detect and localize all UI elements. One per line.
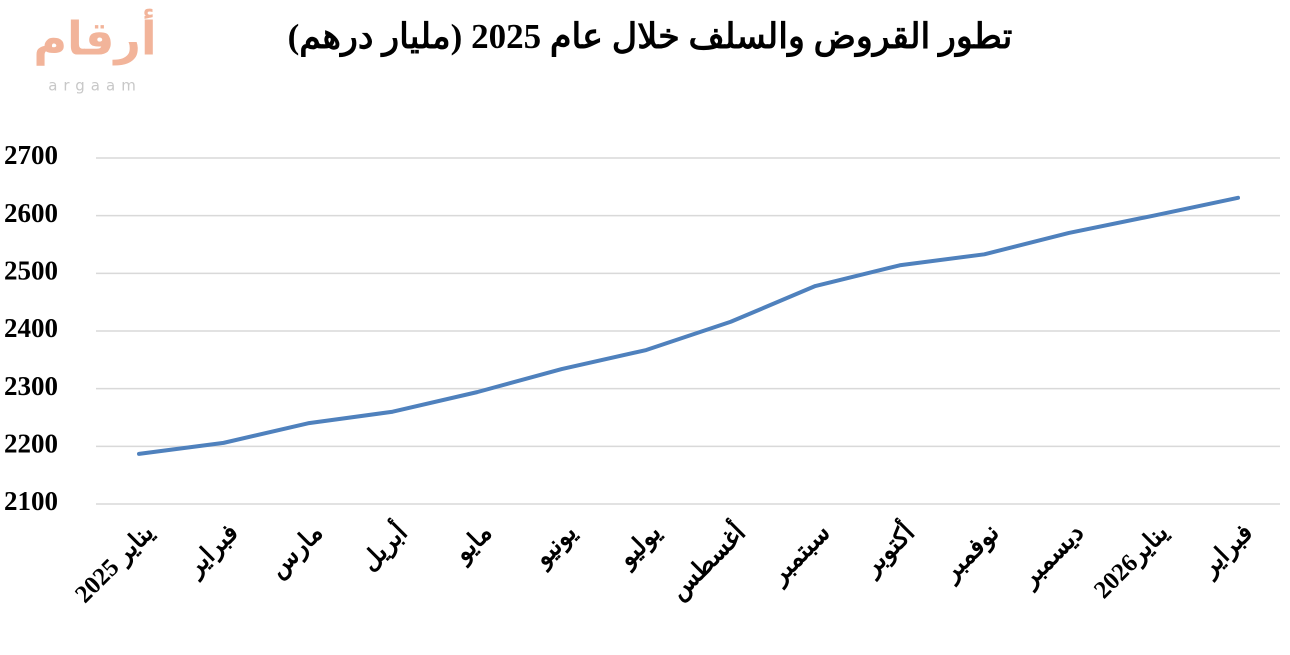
logo-latin: argaam xyxy=(48,77,142,95)
x-tick-label: يونيو xyxy=(528,519,583,574)
x-tick-label: نوفمبر xyxy=(936,519,1005,588)
x-tick-label: فبراير xyxy=(180,519,244,583)
y-tick-label: 2400 xyxy=(4,313,58,343)
y-tick-label: 2500 xyxy=(4,256,58,286)
x-tick-label: سبتمبر xyxy=(764,519,836,591)
y-tick-label: 2700 xyxy=(4,140,58,170)
x-tick-label: يناير 2025 xyxy=(70,519,160,609)
x-tick-label: ديسمبر xyxy=(1015,519,1090,594)
y-tick-label: 2200 xyxy=(4,429,58,459)
y-tick-label: 2100 xyxy=(4,486,58,516)
line xyxy=(137,195,1240,456)
x-tick-label: أبريل xyxy=(352,515,414,577)
x-tick-label: فبراير xyxy=(1195,519,1259,583)
y-tick-label: 2300 xyxy=(4,371,58,401)
x-tick-label: يناير2026 xyxy=(1089,519,1174,604)
chart-title: تطور القروض والسلف خلال عام 2025 (مليار … xyxy=(288,17,1013,58)
x-tick-label: أغسطس xyxy=(661,515,752,606)
x-tick-label: يوليو xyxy=(612,519,667,574)
x-tick-label: مايو xyxy=(448,519,498,569)
logo-arabic: أرقام xyxy=(33,9,156,66)
y-tick-label: 2600 xyxy=(4,198,58,228)
x-tick-label: أكتوبر xyxy=(853,515,921,583)
x-tick-label: مارس xyxy=(264,519,329,584)
